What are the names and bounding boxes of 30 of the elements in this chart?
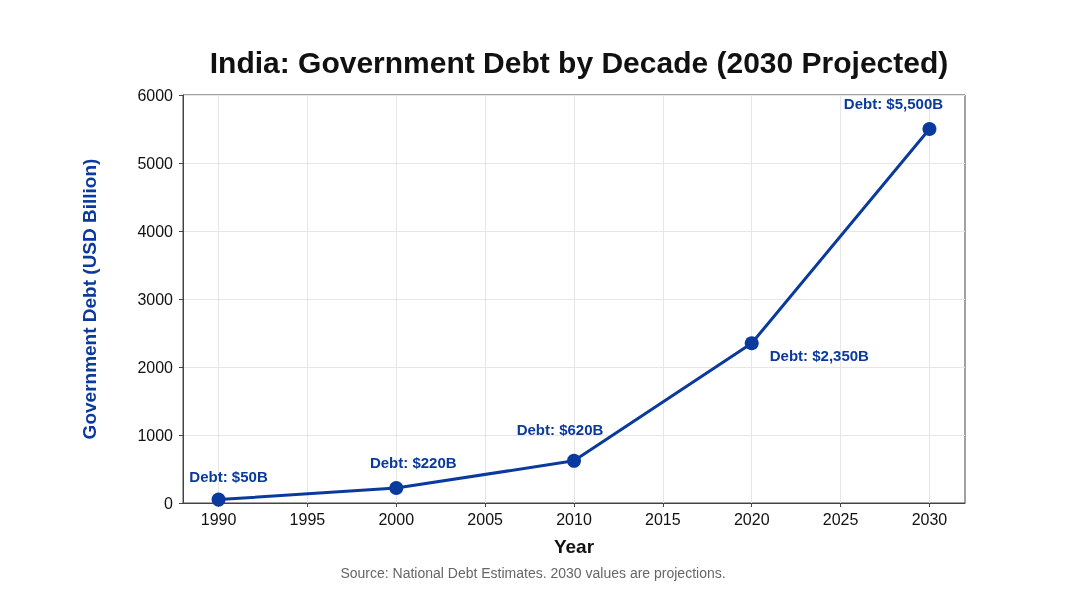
point (744, 336, 759, 351)
x-tick-label: 2010 (556, 510, 592, 528)
x-tick-label: 1990 (200, 510, 237, 528)
x-tick-label: 2020 (733, 510, 770, 528)
x-tick-label: 2030 (911, 510, 948, 528)
y-tick-label: 6000 (137, 86, 174, 104)
point (922, 122, 937, 136)
y-axis-title: Government Debt (USD Billion) (79, 158, 100, 440)
y-tick-label: 4000 (137, 222, 174, 240)
x-tick-label: 2025 (822, 510, 859, 528)
x-tick-label: 2015 (645, 510, 681, 528)
data-label: Debt: $2,350B (769, 346, 870, 364)
chart-title: India: Government Debt by Decade (2030 Projected) (209, 45, 949, 79)
data-label: Debt: $220B (369, 454, 457, 472)
point (389, 481, 404, 496)
data-label: Debt: $5,500B (843, 95, 944, 112)
x-tick-label: 2005 (467, 510, 504, 528)
data-label: Debt: $620B (516, 420, 604, 438)
x-tick-label: 2000 (378, 510, 415, 528)
y-tick-label: 1000 (137, 426, 174, 444)
point (567, 453, 581, 468)
y-tick-label: 3000 (137, 290, 174, 308)
y-tick-label: 5000 (137, 154, 174, 172)
point (211, 492, 226, 507)
x-tick-label: 1995 (289, 510, 326, 528)
y-tick-label: 2000 (137, 358, 174, 376)
y-tick-label: 0 (164, 494, 174, 512)
x-axis-title: Year (553, 536, 595, 557)
source-note: Source: National Debt Estimates. 2030 values are projections. (340, 565, 726, 581)
data-label: Debt: $50B (189, 467, 268, 485)
